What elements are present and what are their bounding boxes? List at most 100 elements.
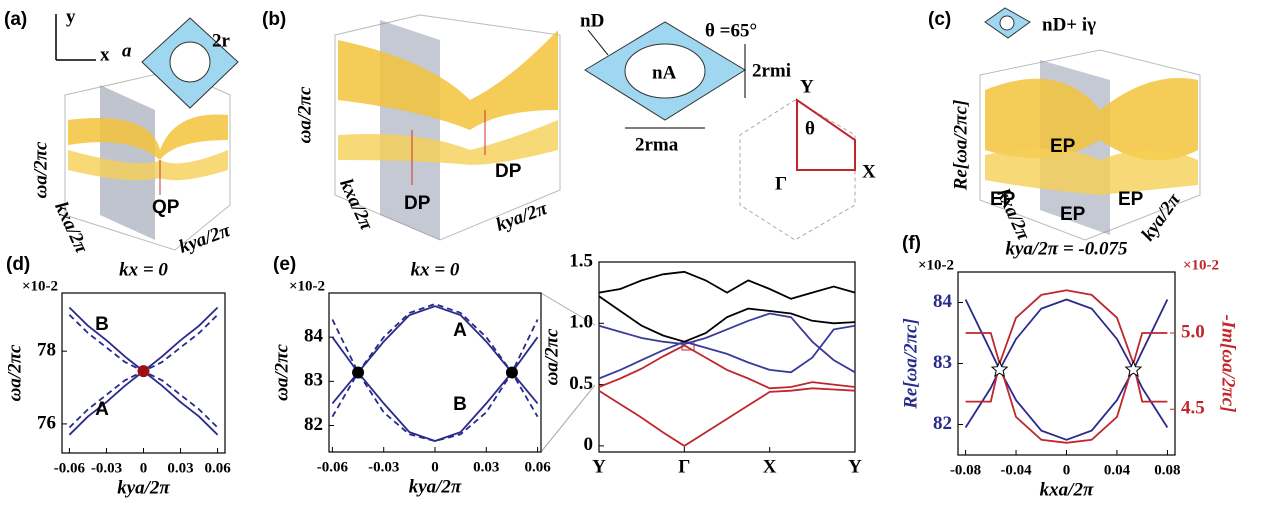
chart-title: kya/2π = -0.075 (1006, 238, 1128, 259)
series-line (599, 272, 855, 299)
y-label: kya/2π (493, 198, 550, 236)
panel-c: (c) nD+ iγ Re[ωa/2πc] EP EP EP EP kxa/2π… (928, 8, 1200, 245)
series-line (599, 296, 855, 341)
figure: (a) y x a 2r ωa/2πc QP kxa/2π kya/2π (b)… (0, 0, 1261, 508)
series-line (69, 371, 217, 427)
x-tick-label: -0.06 (54, 460, 86, 476)
series-line (332, 306, 537, 403)
arrow (588, 30, 608, 55)
y-tick-label: 84 (933, 291, 953, 312)
point (992, 362, 1007, 377)
point-label: EP (1050, 136, 1076, 157)
point-label: DP (495, 161, 522, 182)
y2-tick-label: 4.5 (1181, 398, 1205, 419)
x-label: kxa/2π (992, 186, 1034, 244)
x-tick-label: 0.03 (473, 459, 499, 475)
point-label: EP (1118, 189, 1144, 210)
y-multiplier: ×10-2 (289, 278, 325, 294)
panel-label: (e) (273, 254, 296, 275)
point (352, 367, 364, 379)
label: nD (580, 10, 604, 31)
chart-title: kx = 0 (119, 259, 168, 280)
y-multiplier: ×10-2 (918, 257, 954, 273)
y2-multiplier: ×10-2 (1183, 257, 1219, 273)
y-tick-label: 1.5 (569, 250, 593, 271)
point-label: QP (152, 197, 180, 218)
annotation: A (453, 320, 467, 341)
z-label: ωa/2πc (294, 86, 315, 143)
x-tick-label: -0.04 (1000, 462, 1032, 478)
label: Γ (775, 173, 787, 194)
label: θ (805, 118, 815, 139)
x-tick-label: 0.04 (1104, 462, 1131, 478)
label: X (862, 161, 876, 182)
x-tick-label: -0.03 (368, 459, 399, 475)
series-line (599, 388, 855, 446)
y-tick-label: 82 (304, 414, 323, 435)
x-tick-label: -0.03 (91, 460, 122, 476)
point (138, 365, 150, 377)
label: 2rmi (752, 60, 791, 81)
surface (338, 30, 558, 130)
chart-title: kx = 0 (411, 259, 460, 280)
y-tick-label: 82 (933, 413, 952, 434)
y-tick-label: 76 (37, 412, 56, 433)
y2-tick-label: 5.0 (1181, 321, 1205, 342)
panel-label: (d) (6, 254, 30, 275)
surface (338, 120, 558, 165)
label: a (122, 40, 132, 61)
x-tick-label: 0.06 (204, 460, 231, 476)
label: Y (800, 76, 814, 97)
x-tick-label: X (763, 456, 777, 477)
axis-label: x (100, 44, 110, 65)
y-label: ωa/2πc (4, 344, 25, 401)
y-label: Re[ωa/2πc] (900, 318, 921, 410)
x-tick-label: Y (592, 456, 606, 477)
x-label: kya/2π (117, 477, 170, 498)
x-label: kxa/2π (1040, 479, 1094, 500)
label: nD+ iγ (1042, 14, 1096, 35)
series-line (69, 315, 217, 371)
x-label: kya/2π (409, 476, 462, 497)
hole (170, 42, 210, 82)
panel-b: (b) ωa/2πc DP DP kxa/2π kya/2π nD θ =65°… (262, 9, 876, 240)
point (1126, 362, 1141, 377)
z-label: ωa/2πc (30, 141, 51, 198)
hole (1000, 16, 1014, 30)
y-tick-label: 84 (304, 326, 324, 347)
y-tick-label: 78 (37, 340, 56, 361)
series-line (332, 320, 537, 442)
x-label: kxa/2π (335, 176, 377, 234)
y-multiplier: ×10-2 (22, 278, 58, 294)
annotation: A (95, 399, 109, 420)
y-label: ωa/2πc (541, 328, 562, 385)
series-line (332, 337, 537, 441)
y-label: ωa/2πc (271, 344, 292, 401)
x-tick-label: 0.08 (1154, 462, 1180, 478)
panel-label: (c) (928, 9, 951, 30)
annotation: B (95, 314, 109, 335)
label: 2r (212, 30, 231, 51)
label: 2rma (635, 134, 679, 155)
axis-label: y (66, 6, 76, 27)
y-tick-label: 83 (933, 352, 952, 373)
x-tick-label: Γ (678, 456, 690, 477)
panel-label: (a) (4, 9, 27, 30)
x-tick-label: 0.06 (524, 459, 551, 475)
y-tick-label: 1.0 (569, 312, 593, 333)
annotation: B (453, 394, 467, 415)
point (506, 367, 518, 379)
y-tick-label: 83 (304, 370, 323, 391)
y2-label: -Im[ωa/2πc] (1218, 315, 1239, 413)
panel-label: (f) (902, 233, 921, 254)
series-line (332, 304, 537, 417)
label: nA (652, 62, 677, 83)
point-label: DP (404, 193, 431, 214)
panel-label: (b) (262, 9, 286, 30)
x-tick-label: 0.03 (167, 460, 193, 476)
x-tick-label: -0.08 (950, 462, 981, 478)
label: θ =65° (705, 20, 757, 41)
z-label: Re[ωa/2πc] (950, 100, 971, 192)
series-line (966, 290, 1168, 363)
point-label: EP (1060, 204, 1086, 225)
